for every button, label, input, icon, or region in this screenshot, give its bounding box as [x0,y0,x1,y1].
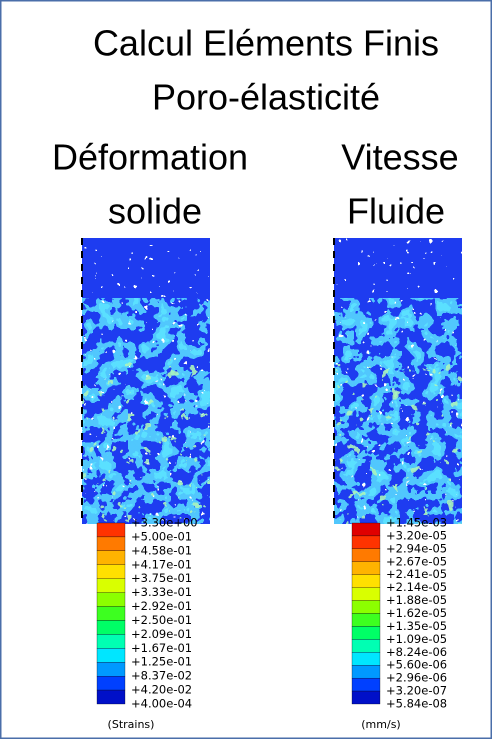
legend-swatch [96,592,126,607]
unit-label: (mm/s) [361,718,400,731]
legend-swatch [351,639,381,653]
legend-swatch [96,620,126,635]
legend-swatch [351,548,381,562]
legend-label: +2.41e-05 [386,567,447,581]
panel-label: Vitesse [341,137,458,178]
unit-label: (Strains) [108,718,155,731]
legend-label: +8.37e-02 [131,669,192,683]
legend-label: +8.24e-06 [386,645,447,659]
legend-label: +1.88e-05 [386,593,447,607]
legend-label: +1.35e-05 [386,619,447,633]
legend-label: +1.62e-05 [386,606,447,620]
panel-label: solide [108,191,202,232]
legend-label: +1.09e-05 [386,632,447,646]
legend-label: +2.67e-05 [386,554,447,568]
legend-swatch [351,587,381,601]
legend-label: +5.60e-06 [386,658,447,672]
legend-swatch [351,690,381,705]
subtitle: Poro-élasticité [152,77,380,118]
legend-label: +2.50e-01 [131,613,192,627]
legend-label: +2.09e-01 [131,627,192,641]
legend-label: +3.33e-01 [131,585,192,599]
legend-label: +4.00e-04 [131,697,192,711]
legend-swatch [96,676,126,691]
contour-white [82,238,210,524]
legend-label: +3.30e+00 [131,516,198,530]
legend-label: +4.17e-01 [131,557,192,571]
legend-swatch [351,652,381,666]
legend-swatch [351,574,381,588]
legend-swatch [96,689,126,705]
legend-label: +3.75e-01 [131,571,192,585]
contour-white [334,238,462,524]
legend-label: +5.00e-01 [131,529,192,543]
legend-label: +2.94e-05 [386,541,447,555]
legend-swatch [96,522,126,538]
legend-swatch [96,536,126,551]
legend-label: +2.14e-05 [386,580,447,594]
legend-swatch [351,561,381,575]
legend-label: +3.20e-07 [386,684,447,698]
legend-swatch [96,606,126,621]
legend-label: +1.67e-01 [131,641,192,655]
legend-swatch [96,648,126,663]
legend-swatch [351,535,381,550]
contour-plot [333,238,462,524]
legend-swatch [96,634,126,649]
legend-swatch [351,665,381,679]
panel-label: Déformation [52,137,248,178]
legend-label: +2.92e-01 [131,599,192,613]
panel-label: Fluide [347,191,445,232]
title: Calcul Eléments Finis [93,23,439,64]
legend-swatch [96,662,126,677]
legend-swatch [351,600,381,614]
legend-label: +1.25e-01 [131,655,192,669]
legend-swatch [96,578,126,593]
legend-swatch [351,677,381,692]
legend-swatch [351,613,381,627]
legend-label: +4.20e-02 [131,683,192,697]
legend-swatch [351,522,381,537]
legend-swatch [96,564,126,579]
legend-label: +2.96e-06 [386,671,447,685]
legend-label: +3.20e-05 [386,528,447,542]
legend-swatch [96,550,126,565]
contour-plot [81,238,210,524]
legend-label: +4.58e-01 [131,543,192,557]
legend-swatch [351,626,381,640]
legend-label: +5.84e-08 [386,697,447,711]
legend-label: +1.45e-03 [386,516,447,530]
